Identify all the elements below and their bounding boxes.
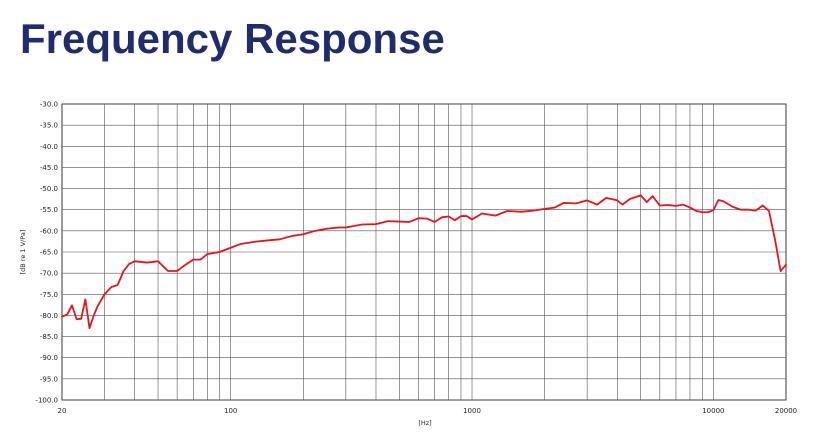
y-tick-label: -30.0 [40, 101, 58, 109]
y-tick-label: -95.0 [40, 375, 58, 383]
chart-tick-labels: -30.0 -35.0 -40.0 -45.0 -50.0 -55.0 -60.0 -65.0… [35, 101, 797, 416]
response-line [61, 194, 787, 330]
y-tick-label: -55.0 [40, 206, 58, 214]
x-tick-label: 100 [224, 407, 237, 415]
x-tick-label: 10000 [702, 407, 724, 415]
x-tick-label: 20 [58, 407, 67, 415]
y-tick-label: -65.0 [40, 249, 58, 257]
y-tick-label: -60.0 [40, 227, 58, 235]
y-axis-label: [dB re 1 V/Pa] [19, 230, 27, 275]
y-tick-label: -80.0 [40, 312, 58, 320]
x-tick-label: 20000 [775, 407, 797, 415]
y-tick-label: -90.0 [40, 354, 58, 362]
chart-grid [61, 103, 787, 401]
y-tick-label: -50.0 [40, 185, 58, 193]
y-tick-label: -70.0 [40, 270, 58, 278]
chart-series [61, 194, 787, 330]
y-tick-label: -85.0 [40, 333, 58, 341]
y-tick-label: -75.0 [40, 291, 58, 299]
x-tick-label: 1000 [463, 407, 481, 415]
x-axis-label: [Hz] [418, 419, 431, 427]
y-tick-label: -45.0 [40, 164, 58, 172]
y-tick-label: -35.0 [40, 122, 58, 130]
y-tick-label: -40.0 [40, 143, 58, 151]
y-tick-label: -100.0 [35, 397, 58, 405]
page-title: Frequency Response [20, 15, 445, 62]
